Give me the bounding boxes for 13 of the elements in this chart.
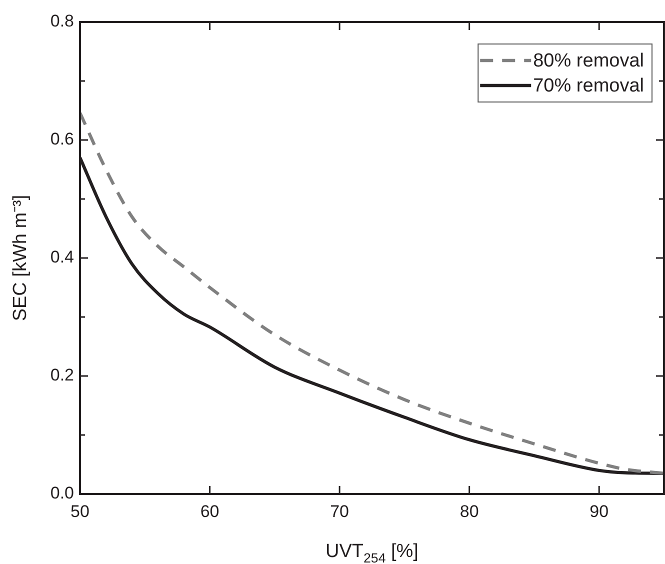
x-tick-label: 90: [590, 502, 609, 521]
y-tick-label: 0.4: [50, 248, 74, 267]
x-tick-label: 50: [70, 502, 90, 521]
legend-label: 80% removal: [533, 50, 644, 72]
y-axis-title: SEC [kWh m⁻³]: [10, 194, 31, 322]
y-tick-label: 0.8: [50, 12, 74, 31]
x-tick-label: 60: [200, 502, 220, 521]
y-tick-label: 0.6: [50, 130, 74, 149]
x-tick-label: 70: [330, 502, 350, 521]
y-tick-label: 0.2: [50, 366, 74, 385]
y-tick-label: 0.0: [50, 484, 74, 503]
legend-label: 70% removal: [533, 76, 644, 97]
x-tick-label: 80: [460, 502, 479, 521]
